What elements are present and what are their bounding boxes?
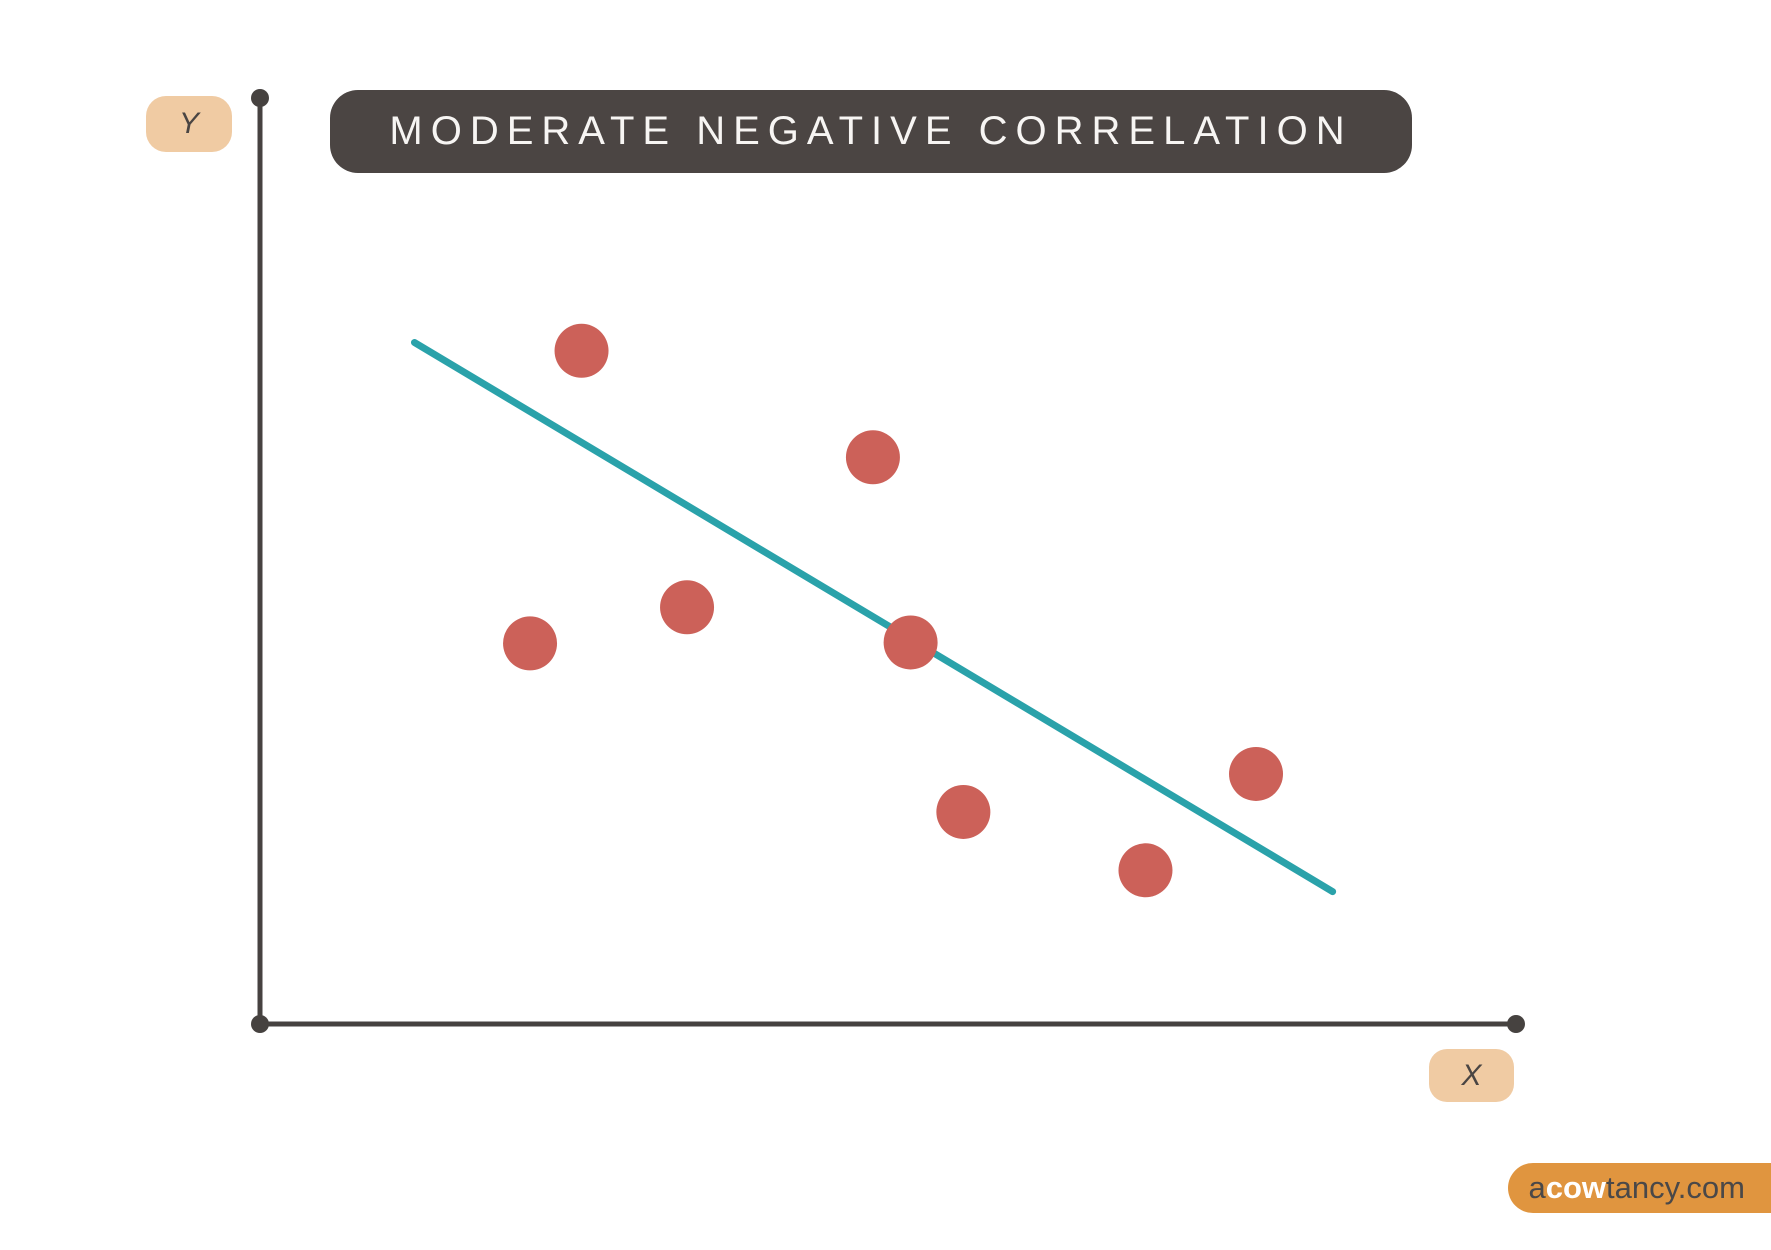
brand-text-prefix: a	[1528, 1170, 1546, 1205]
axis-origin-dot	[251, 1015, 269, 1033]
brand-link[interactable]: a cow tancy.com	[1508, 1163, 1771, 1213]
y-axis-end-dot	[251, 89, 269, 107]
scatter-point	[845, 430, 900, 485]
scatter-point	[554, 323, 609, 378]
chart-data-layer	[410, 323, 1337, 898]
chart-title-banner: MODERATE NEGATIVE CORRELATION	[330, 90, 1412, 173]
chart-title: MODERATE NEGATIVE CORRELATION	[389, 109, 1353, 153]
scatter-point	[660, 580, 715, 635]
x-axis-label: X	[1461, 1058, 1482, 1092]
trend-line	[410, 338, 1337, 896]
brand-text-highlight: cow	[1545, 1170, 1607, 1205]
y-axis-label-badge: Y	[146, 96, 232, 152]
scatter-point	[1118, 843, 1173, 898]
scatter-point	[883, 615, 938, 670]
brand-text-suffix: tancy.com	[1606, 1170, 1745, 1205]
scatter-point	[1229, 746, 1284, 801]
x-axis-label-badge: X	[1429, 1049, 1514, 1102]
scatter-point	[936, 784, 991, 839]
x-axis-end-dot	[1507, 1015, 1525, 1033]
scatter-point	[503, 616, 558, 671]
y-axis-label: Y	[178, 107, 199, 140]
